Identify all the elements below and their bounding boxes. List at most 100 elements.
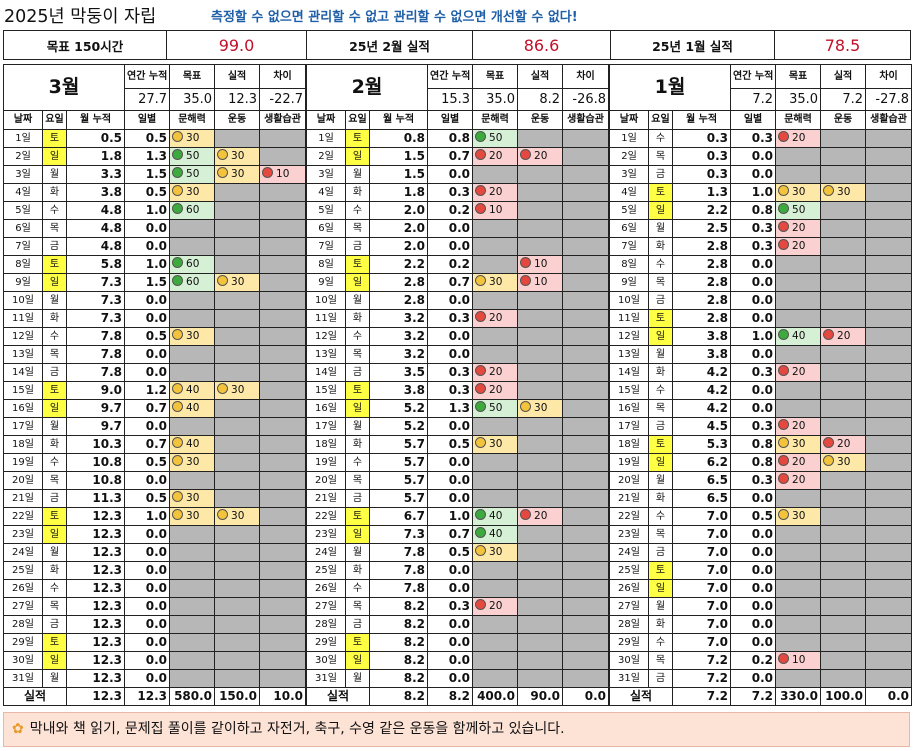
habit-cell — [865, 291, 913, 310]
habit-cell — [562, 453, 610, 472]
actual-header: 실적 — [820, 64, 867, 89]
exercise-cell — [517, 471, 564, 490]
month-cum-cell: 3.2 — [368, 309, 429, 328]
daily-cell: 0.0 — [730, 165, 777, 184]
exercise-cell: 30 — [214, 507, 261, 526]
daily-cell: 0.5 — [124, 327, 171, 346]
day-row: 30일 일 12.3 0.0 — [3, 651, 307, 670]
literacy-cell — [472, 651, 519, 670]
literacy-cell: 10 — [775, 651, 822, 670]
minutes-value: 30 — [489, 276, 503, 288]
habit-cell — [865, 453, 913, 472]
weekday-cell: 목 — [345, 219, 370, 238]
day-row: 27일 목 12.3 0.0 — [3, 597, 307, 616]
col-header-month_cum: 월 누적 — [671, 110, 732, 130]
habit-cell — [865, 669, 913, 688]
daily-cell: 0.0 — [730, 579, 777, 598]
weekday-cell: 토 — [345, 129, 370, 148]
weekday-cell: 화 — [345, 183, 370, 202]
day-row: 20일 목 5.7 0.0 — [306, 471, 610, 490]
month-cum-cell: 12.3 — [65, 633, 126, 652]
date-cell: 10일 — [306, 291, 346, 310]
weekday-cell: 금 — [648, 669, 673, 688]
literacy-cell: 40 — [169, 435, 216, 454]
literacy-cell — [775, 345, 822, 364]
day-row: 22일 수 7.0 0.5 30 — [609, 507, 913, 526]
habit-cell — [562, 201, 610, 220]
month-cum-cell: 3.8 — [671, 327, 732, 346]
month-cum-cell: 3.5 — [368, 363, 429, 382]
month-cum-cell: 0.3 — [671, 129, 732, 148]
weekday-cell: 토 — [345, 255, 370, 274]
minutes-value: 20 — [489, 312, 503, 324]
habit-cell — [259, 273, 307, 292]
daily-cell: 0.0 — [730, 615, 777, 634]
exercise-cell — [820, 255, 867, 274]
habit-cell — [865, 471, 913, 490]
habit-cell — [259, 327, 307, 346]
minutes-value: 30 — [186, 186, 200, 198]
green-status-dot-icon — [172, 167, 184, 178]
month-cum-cell: 3.8 — [368, 381, 429, 400]
day-row: 26일 수 7.8 0.0 — [306, 579, 610, 598]
date-cell: 13일 — [306, 345, 346, 364]
minutes-value: 10 — [534, 276, 548, 288]
minutes-value: 20 — [792, 474, 806, 486]
date-cell: 10일 — [609, 291, 649, 310]
month-cum-cell: 3.8 — [671, 345, 732, 364]
date-cell: 24일 — [609, 543, 649, 562]
month-cum-cell: 2.2 — [671, 201, 732, 220]
habit-cell — [562, 381, 610, 400]
daily-cell: 0.0 — [427, 219, 474, 238]
date-cell: 1일 — [3, 129, 43, 148]
date-cell: 6일 — [306, 219, 346, 238]
yellow-status-dot-icon — [172, 491, 184, 502]
weekday-cell: 월 — [648, 219, 673, 238]
yellow-status-dot-icon — [172, 131, 184, 142]
month-cum-cell: 7.3 — [65, 291, 126, 310]
date-cell: 12일 — [3, 327, 43, 346]
date-cell: 5일 — [609, 201, 649, 220]
weekday-cell: 월 — [42, 291, 67, 310]
weekday-cell: 화 — [345, 309, 370, 328]
daily-cell: 0.0 — [730, 291, 777, 310]
literacy-cell: 20 — [775, 363, 822, 382]
exercise-cell — [214, 633, 261, 652]
exercise-cell — [820, 651, 867, 670]
month-cum-cell: 4.2 — [671, 363, 732, 382]
col-header-daily: 일별 — [427, 110, 474, 130]
red-status-dot-icon — [778, 419, 790, 430]
daily-cell: 0.8 — [730, 453, 777, 472]
date-cell: 23일 — [3, 525, 43, 544]
literacy-cell — [472, 417, 519, 436]
weekday-cell: 월 — [345, 669, 370, 688]
red-status-dot-icon — [262, 167, 274, 178]
weekday-cell: 금 — [42, 489, 67, 508]
day-row: 30일 일 8.2 0.0 — [306, 651, 610, 670]
month-cum-cell: 1.5 — [368, 165, 429, 184]
green-status-dot-icon — [172, 275, 184, 286]
daily-cell: 0.0 — [730, 543, 777, 562]
exercise-cell — [517, 669, 564, 688]
habit-cell — [562, 291, 610, 310]
weekday-cell: 월 — [345, 165, 370, 184]
habit-cell — [562, 561, 610, 580]
habit-cell — [865, 579, 913, 598]
literacy-cell — [775, 489, 822, 508]
literacy-cell — [472, 255, 519, 274]
month-cum-cell: 4.8 — [65, 237, 126, 256]
exercise-cell — [214, 309, 261, 328]
literacy-cell — [472, 633, 519, 652]
weekday-cell: 토 — [42, 255, 67, 274]
month-cum-cell: 4.2 — [671, 381, 732, 400]
month-cum-cell: 4.8 — [65, 201, 126, 220]
date-cell: 2일 — [306, 147, 346, 166]
habit-cell — [259, 633, 307, 652]
col-header-date: 날짜 — [306, 110, 346, 130]
literacy-cell: 20 — [775, 417, 822, 436]
daily-cell: 0.8 — [730, 435, 777, 454]
date-cell: 11일 — [306, 309, 346, 328]
day-row: 15일 수 4.2 0.0 — [609, 381, 913, 400]
literacy-cell — [169, 633, 216, 652]
day-row: 21일 금 5.7 0.0 — [306, 489, 610, 508]
